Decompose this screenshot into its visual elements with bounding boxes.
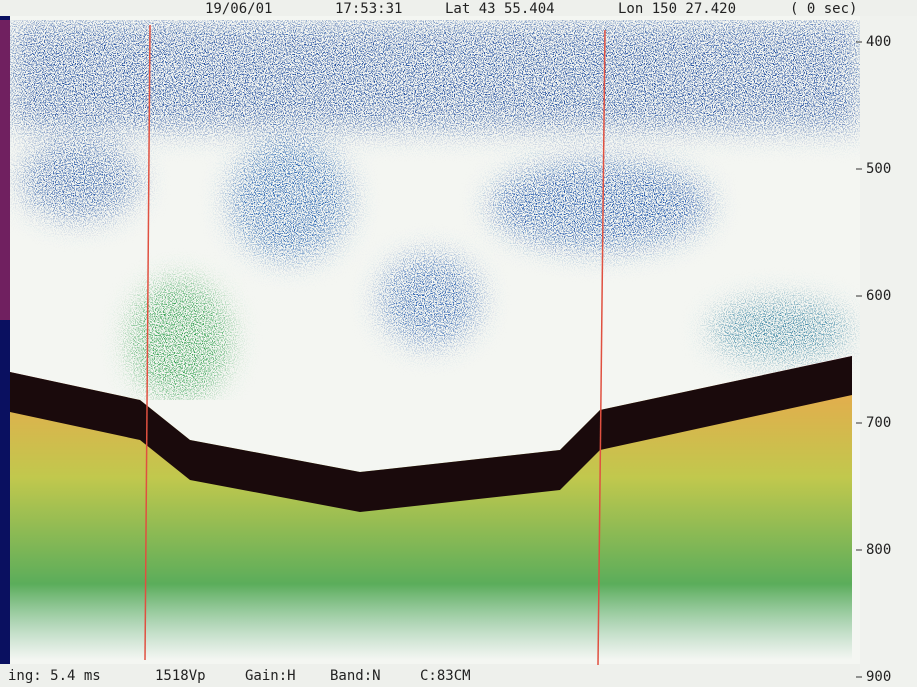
footer-band: Band:N	[330, 668, 381, 684]
depth-label: 800	[866, 542, 891, 558]
header-time: 17:53:31	[335, 1, 402, 17]
scatter-blob	[710, 300, 850, 360]
header-elapsed: ( 0 sec)	[790, 1, 857, 17]
scatter-blob	[20, 140, 140, 220]
footer-c: C:83CM	[420, 668, 471, 684]
echosounder-screen: 19/06/01 17:53:31 Lat 43 55.404 Lon 150 …	[0, 0, 917, 687]
footer-ping: ing: 5.4 ms	[8, 668, 101, 684]
depth-label: 600	[866, 288, 891, 304]
scatter-blob	[230, 140, 350, 260]
footer-sound-speed: 1518Vp	[155, 668, 206, 684]
header-lon: Lon 150 27.420	[618, 1, 736, 17]
scatter-blob	[490, 160, 710, 250]
header-lat: Lat 43 55.404	[445, 1, 555, 17]
depth-label: 700	[866, 415, 891, 431]
color-scale	[0, 20, 10, 320]
axis-strip	[860, 16, 917, 687]
footer-gain: Gain:H	[245, 668, 296, 684]
depth-label: 500	[866, 161, 891, 177]
scatter-blob	[130, 280, 230, 400]
depth-label: 400	[866, 34, 891, 50]
header-date: 19/06/01	[205, 1, 272, 17]
depth-label: 900	[866, 669, 891, 685]
scatter-layer	[10, 20, 860, 130]
scatter-blob	[380, 255, 480, 345]
